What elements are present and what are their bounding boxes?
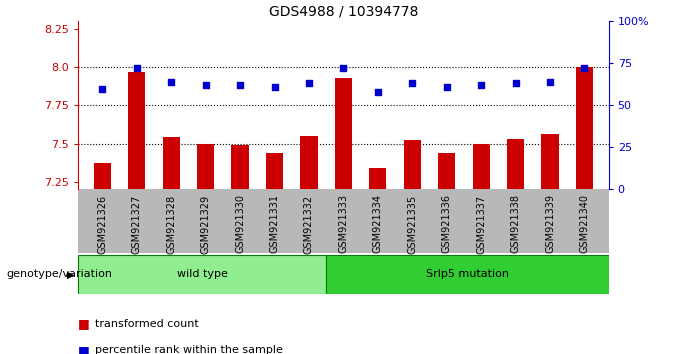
Text: GSM921327: GSM921327 [132, 194, 141, 254]
Text: ▶: ▶ [67, 269, 75, 279]
Bar [326, 255, 609, 294]
Text: GSM921333: GSM921333 [339, 194, 348, 253]
Point [303, 81, 314, 86]
Bar [78, 255, 326, 294]
Text: Srlp5 mutation: Srlp5 mutation [426, 269, 509, 279]
Point [97, 86, 107, 91]
Title: GDS4988 / 10394778: GDS4988 / 10394778 [269, 5, 418, 19]
Point [166, 79, 177, 85]
Text: GSM921337: GSM921337 [476, 194, 486, 253]
Point [579, 65, 590, 71]
Bar [369, 168, 386, 189]
Text: GSM921329: GSM921329 [201, 194, 211, 253]
Text: ■: ■ [78, 318, 90, 330]
Text: transformed count: transformed count [95, 319, 199, 329]
Point [476, 82, 487, 88]
Text: genotype/variation: genotype/variation [7, 269, 113, 279]
Text: GSM921330: GSM921330 [235, 194, 245, 253]
Bar [197, 143, 214, 189]
Point [338, 65, 349, 71]
Text: GSM921338: GSM921338 [511, 194, 521, 253]
Text: GSM921339: GSM921339 [545, 194, 555, 253]
Point [545, 79, 556, 85]
Bar [438, 153, 456, 189]
Text: GSM921336: GSM921336 [442, 194, 452, 253]
Bar [163, 137, 180, 189]
Text: GSM921335: GSM921335 [407, 194, 418, 253]
Text: GSM921332: GSM921332 [304, 194, 314, 253]
Point [269, 84, 280, 90]
Point [131, 65, 142, 71]
Bar [301, 136, 318, 189]
Bar [473, 143, 490, 189]
Bar [128, 72, 146, 189]
Bar [94, 164, 111, 189]
Point [407, 81, 418, 86]
Bar [231, 145, 249, 189]
Point [510, 81, 521, 86]
Point [200, 82, 211, 88]
Bar [507, 139, 524, 189]
Bar [404, 141, 421, 189]
Bar [266, 153, 283, 189]
Point [441, 84, 452, 90]
Text: GSM921326: GSM921326 [97, 194, 107, 253]
Text: GSM921328: GSM921328 [166, 194, 176, 253]
Text: ■: ■ [78, 344, 90, 354]
Text: GSM921334: GSM921334 [373, 194, 383, 253]
Text: GSM921331: GSM921331 [269, 194, 279, 253]
Text: GSM921340: GSM921340 [579, 194, 590, 253]
Point [373, 89, 384, 95]
Bar [541, 135, 559, 189]
Text: wild type: wild type [177, 269, 228, 279]
Text: percentile rank within the sample: percentile rank within the sample [95, 346, 283, 354]
Bar [576, 67, 593, 189]
Bar [335, 78, 352, 189]
Point [235, 82, 245, 88]
